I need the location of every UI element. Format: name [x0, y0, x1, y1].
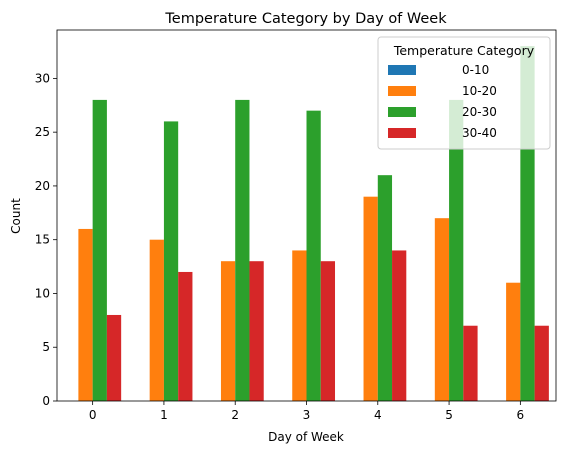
- y-tick-label: 20: [35, 179, 50, 193]
- bar-10-20-day-0: [78, 228, 93, 401]
- y-tick-label: 0: [42, 394, 50, 408]
- bar-10-20-day-6: [506, 282, 521, 401]
- bar-30-40-day-2: [249, 261, 264, 401]
- legend-label-30-40: 30-40: [462, 126, 497, 140]
- plot-frame: [56, 29, 557, 402]
- x-tick-label: 0: [89, 408, 97, 422]
- x-tick-label: 3: [303, 408, 311, 422]
- bar-20-30-day-2: [235, 99, 250, 401]
- x-axis-label: Day of Week: [268, 430, 344, 444]
- bars-group: [78, 46, 549, 402]
- legend: Temperature Category 0-10 10-20 20-30 30-40: [377, 36, 551, 150]
- y-axis-ticks: 0 5 10 15 20 25 30: [35, 71, 57, 408]
- legend-frame: [377, 36, 551, 150]
- legend-swatch-30-40: [388, 128, 416, 138]
- bar-30-40-day-5: [463, 325, 478, 401]
- bar-30-40-day-4: [392, 250, 407, 401]
- legend-items: 0-10 10-20 20-30 30-40: [388, 63, 497, 140]
- legend-label-20-30: 20-30: [462, 105, 497, 119]
- x-tick-label: 1: [160, 408, 168, 422]
- y-tick-label: 15: [35, 233, 50, 247]
- y-tick-label: 30: [35, 71, 50, 85]
- bar-10-20-day-4: [363, 196, 378, 401]
- y-tick-label: 5: [42, 340, 50, 354]
- bar-10-20-day-1: [149, 239, 164, 401]
- legend-swatch-20-30: [388, 107, 416, 117]
- x-tick-label: 2: [231, 408, 239, 422]
- y-axis-label: Count: [9, 198, 23, 234]
- chart-title: Temperature Category by Day of Week: [164, 11, 447, 27]
- bar-20-30-day-3: [306, 110, 321, 402]
- y-tick-label: 25: [35, 125, 50, 139]
- legend-label-0-10: 0-10: [462, 63, 489, 77]
- bar-20-30-day-0: [92, 99, 107, 401]
- x-tick-label: 6: [517, 408, 525, 422]
- bar-10-20-day-2: [220, 261, 236, 401]
- legend-label-10-20: 10-20: [462, 84, 497, 98]
- bar-20-30-day-5: [449, 99, 464, 401]
- x-tick-label: 4: [374, 408, 382, 422]
- legend-swatch-10-20: [388, 86, 416, 96]
- legend-title: Temperature Category: [393, 43, 535, 58]
- bar-30-40-day-0: [106, 314, 122, 401]
- bar-30-40-day-1: [178, 271, 193, 401]
- bar-20-30-day-4: [377, 175, 393, 401]
- legend-swatch-0-10: [388, 65, 416, 75]
- bar-20-30-day-1: [163, 121, 179, 402]
- bar-10-20-day-5: [434, 218, 450, 401]
- y-tick-label: 10: [35, 286, 50, 300]
- bar-30-40-day-3: [320, 261, 336, 401]
- x-axis-ticks: 0 1 2 3 4 5 6: [89, 401, 524, 422]
- x-tick-label: 5: [445, 408, 453, 422]
- bar-30-40-day-6: [534, 325, 549, 401]
- bar-10-20-day-3: [292, 250, 307, 401]
